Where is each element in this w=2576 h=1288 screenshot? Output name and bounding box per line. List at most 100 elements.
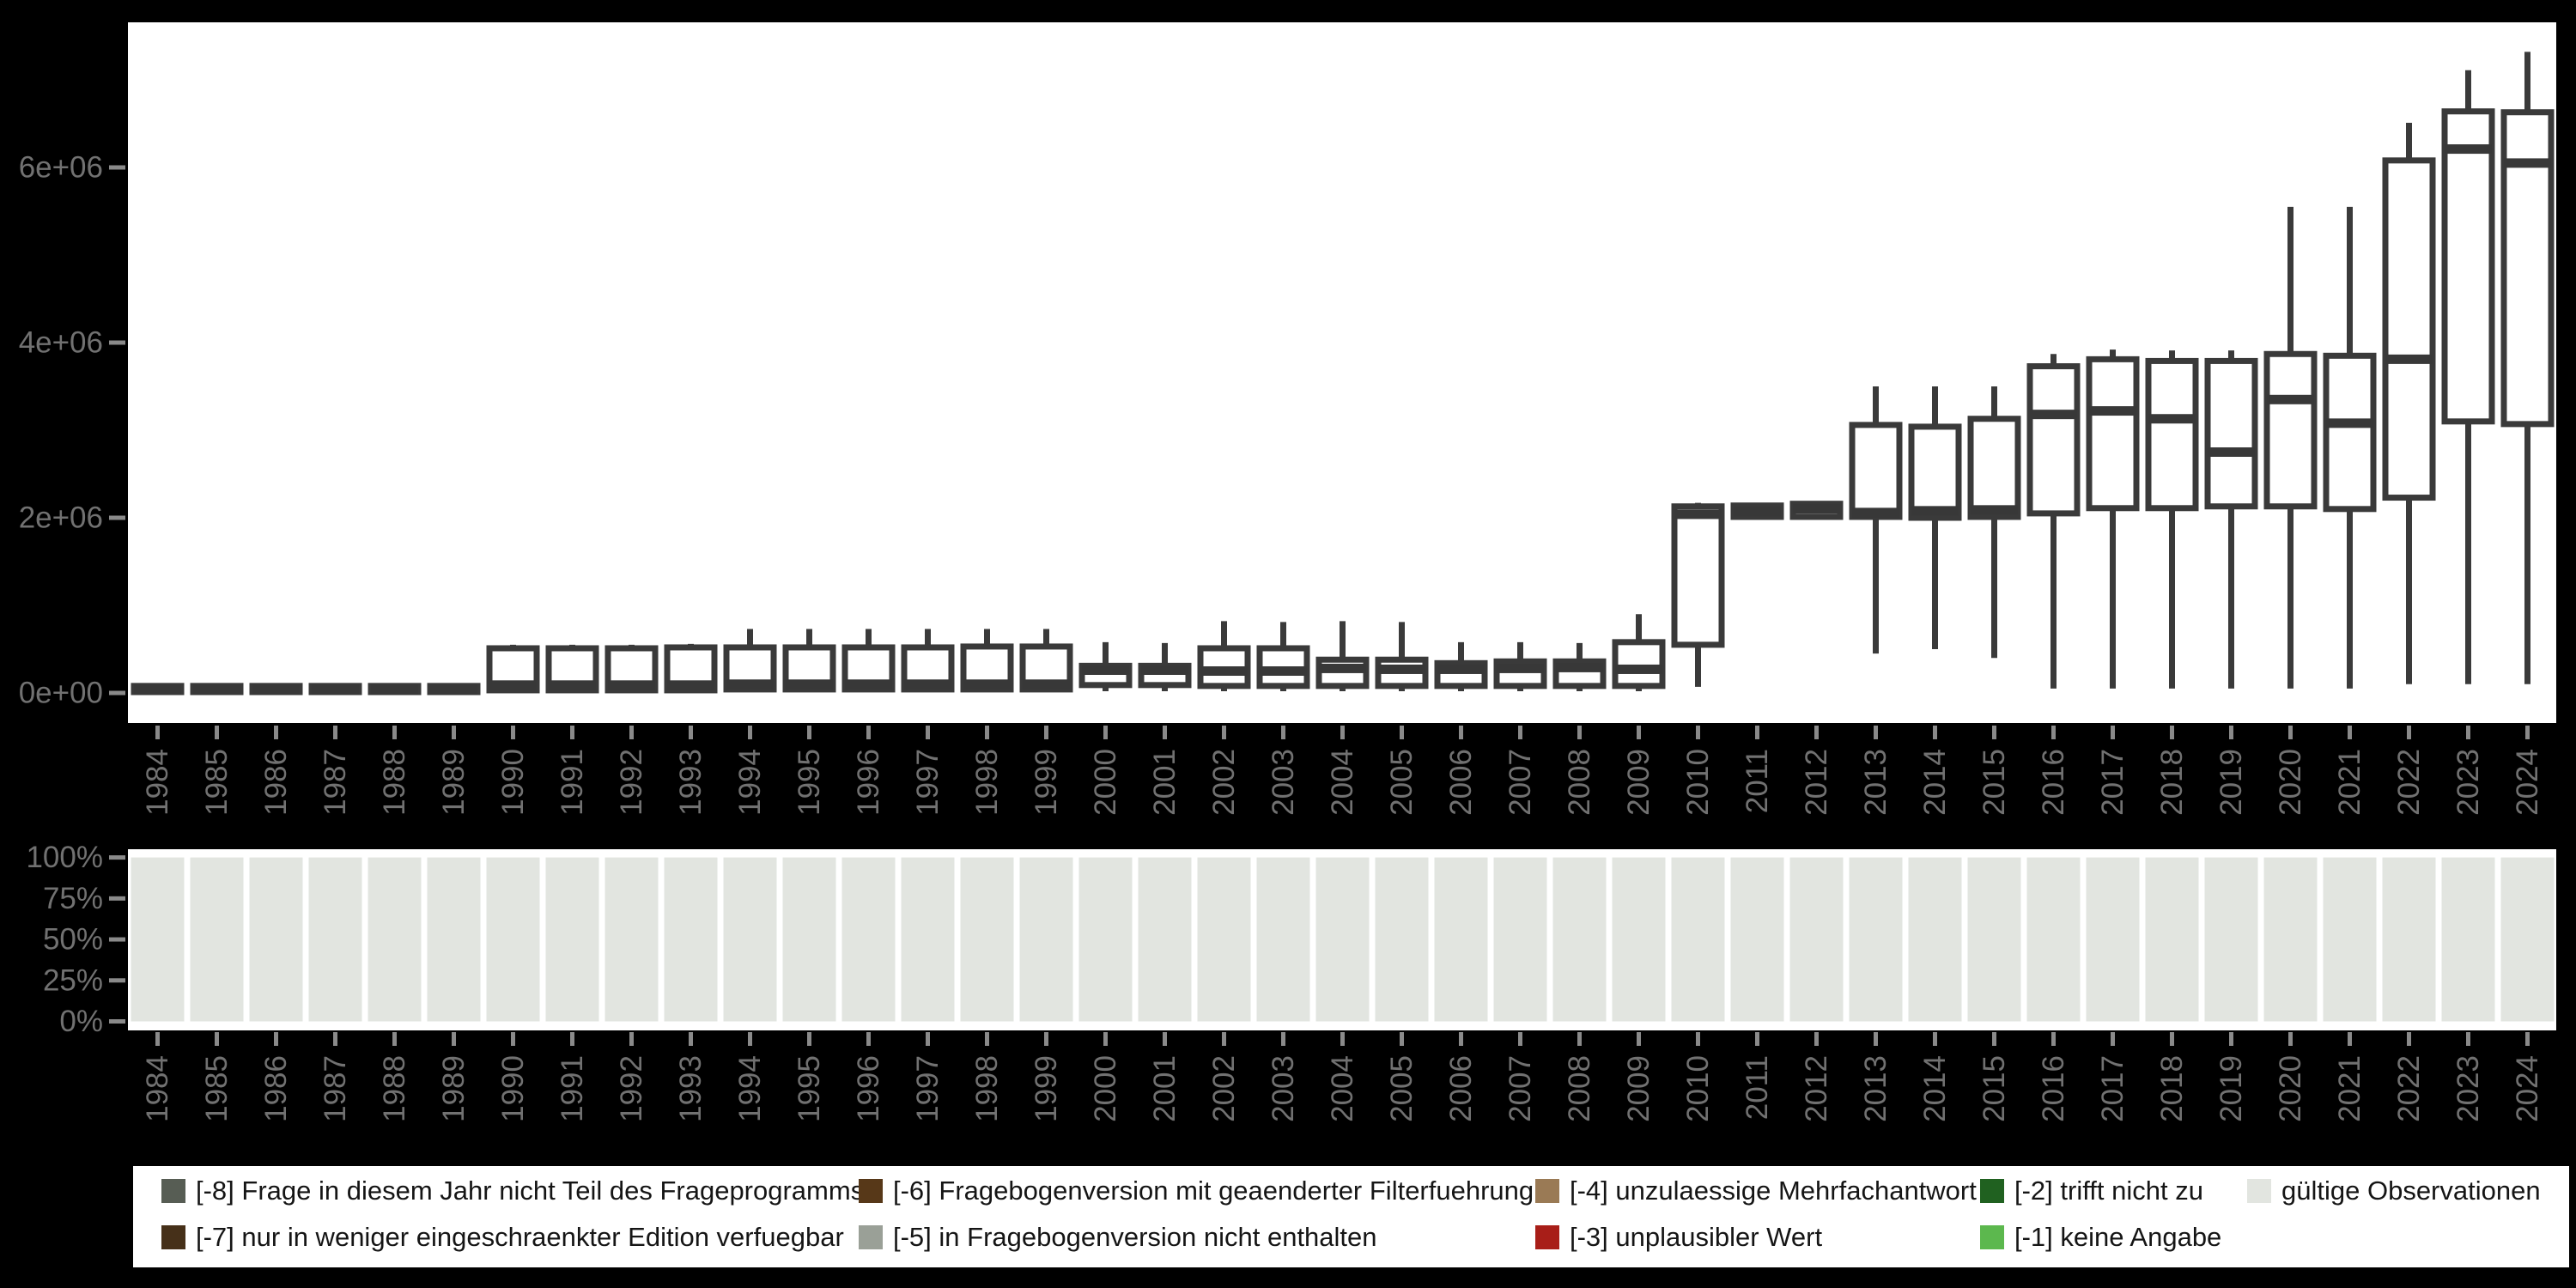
year-label-top: 1985 — [200, 749, 234, 816]
year-label-top: 2020 — [2274, 749, 2307, 816]
year-label-top: 2000 — [1089, 749, 1122, 816]
year-label-bottom: 1999 — [1030, 1055, 1063, 1122]
x-tick-mark-top — [333, 726, 337, 739]
x-tick-mark-top — [748, 726, 752, 739]
y-axis-label: 2e+06 — [19, 501, 103, 535]
year-label-top: 2023 — [2451, 749, 2485, 816]
boxplot-2002 — [1197, 621, 1251, 691]
x-tick-mark-top — [215, 726, 219, 739]
year-label-top: 2012 — [1800, 749, 1833, 816]
valid-obs-bar-1998 — [960, 857, 1014, 1022]
median-line — [1556, 662, 1603, 672]
year-label-top: 2006 — [1444, 749, 1478, 816]
year-label-bottom: 2014 — [1918, 1055, 1952, 1122]
year-label-bottom: 1986 — [259, 1055, 293, 1122]
boxplot-2011 — [1730, 502, 1784, 520]
median-line — [2148, 414, 2196, 424]
valid-obs-bar-2001 — [1138, 857, 1192, 1022]
x-tick-mark-top — [807, 726, 811, 739]
boxplot-2009 — [1612, 614, 1666, 691]
boxplot-2006 — [1434, 641, 1488, 691]
median-line — [371, 684, 418, 695]
x-tick-mark-top — [2288, 726, 2293, 739]
x-tick-mark-top — [1222, 726, 1226, 739]
x-tick-mark-bottom — [452, 1032, 456, 1046]
boxplot-2005 — [1375, 622, 1429, 691]
legend-label: [-4] unzulaessige Mehrfachantwort — [1570, 1176, 1977, 1206]
median-line — [1852, 507, 1899, 518]
x-tick-mark-top — [1637, 726, 1641, 739]
year-label-top: 2024 — [2511, 749, 2544, 816]
valid-obs-bar-1997 — [901, 857, 955, 1022]
x-tick-mark-bottom — [1103, 1032, 1108, 1046]
year-label-top: 2009 — [1622, 749, 1656, 816]
x-tick-mark-top — [1400, 726, 1404, 739]
x-tick-mark-bottom — [1222, 1032, 1226, 1046]
x-tick-mark-bottom — [1755, 1032, 1759, 1046]
year-label-bottom: 2015 — [1978, 1055, 2011, 1122]
x-tick-mark-bottom — [2407, 1032, 2411, 1046]
y-tick-mark — [109, 165, 125, 170]
median-line — [2208, 447, 2255, 457]
median-line — [1082, 665, 1129, 675]
x-tick-mark-top — [1518, 726, 1522, 739]
boxplot-2013 — [1849, 386, 1903, 654]
legend-item: gültige Observationen — [2247, 1177, 2541, 1204]
x-tick-mark-bottom — [926, 1032, 930, 1046]
valid-obs-bar-1993 — [664, 857, 718, 1022]
legend-swatch — [1535, 1225, 1559, 1249]
median-line — [2385, 354, 2433, 364]
percent-axis-label: 0% — [59, 1005, 103, 1038]
boxplot-2008 — [1552, 642, 1607, 691]
y-tick-mark — [109, 515, 125, 520]
year-label-top: 2007 — [1504, 749, 1537, 816]
x-tick-mark-bottom — [985, 1032, 989, 1046]
valid-obs-bar-2020 — [2263, 857, 2318, 1022]
legend-item: [-4] unzulaessige Mehrfachantwort — [1535, 1176, 1977, 1206]
x-tick-mark-bottom — [1459, 1032, 1463, 1046]
median-line — [1319, 663, 1366, 673]
valid-obs-bar-2003 — [1256, 857, 1310, 1022]
x-tick-mark-top — [2229, 726, 2233, 739]
year-label-bottom: 2003 — [1267, 1055, 1300, 1122]
valid-obs-bar-2002 — [1197, 857, 1251, 1022]
x-tick-mark-bottom — [866, 1032, 871, 1046]
year-label-bottom: 1987 — [319, 1055, 352, 1122]
x-tick-mark-bottom — [2348, 1032, 2352, 1046]
x-tick-mark-bottom — [629, 1032, 634, 1046]
boxplot-2007 — [1493, 641, 1547, 691]
legend-swatch — [859, 1179, 883, 1203]
year-label-bottom: 2012 — [1800, 1055, 1833, 1122]
x-tick-mark-bottom — [1518, 1032, 1522, 1046]
year-label-top: 2008 — [1563, 749, 1596, 816]
legend-swatch — [161, 1179, 185, 1203]
median-line — [2267, 394, 2314, 404]
x-tick-mark-bottom — [155, 1032, 160, 1046]
x-tick-mark-bottom — [1577, 1032, 1582, 1046]
x-tick-mark-bottom — [511, 1032, 515, 1046]
median-line — [430, 684, 477, 695]
boxplot-2021 — [2323, 206, 2377, 689]
boxplot-1993 — [664, 643, 718, 694]
median-line — [2445, 144, 2492, 155]
valid-obs-bar-2016 — [2026, 857, 2081, 1022]
year-label-top: 1992 — [615, 749, 648, 816]
x-tick-mark-bottom — [1696, 1032, 1700, 1046]
year-label-top: 1991 — [556, 749, 589, 816]
x-tick-mark-top — [1874, 726, 1878, 739]
median-line — [904, 679, 951, 690]
legend-swatch — [161, 1225, 185, 1249]
x-tick-mark-top — [1992, 726, 1996, 739]
x-tick-mark-bottom — [392, 1032, 397, 1046]
valid-obs-bar-2017 — [2086, 857, 2140, 1022]
boxplot-1984 — [131, 683, 185, 696]
year-label-top: 2019 — [2215, 749, 2248, 816]
x-tick-mark-bottom — [2288, 1032, 2293, 1046]
valid-obs-bar-2021 — [2323, 857, 2377, 1022]
boxplot-2014 — [1908, 386, 1962, 649]
year-label-top: 1988 — [378, 749, 411, 816]
x-tick-mark-top — [1340, 726, 1345, 739]
boxplot-1998 — [960, 629, 1014, 693]
x-tick-mark-top — [2051, 726, 2056, 739]
